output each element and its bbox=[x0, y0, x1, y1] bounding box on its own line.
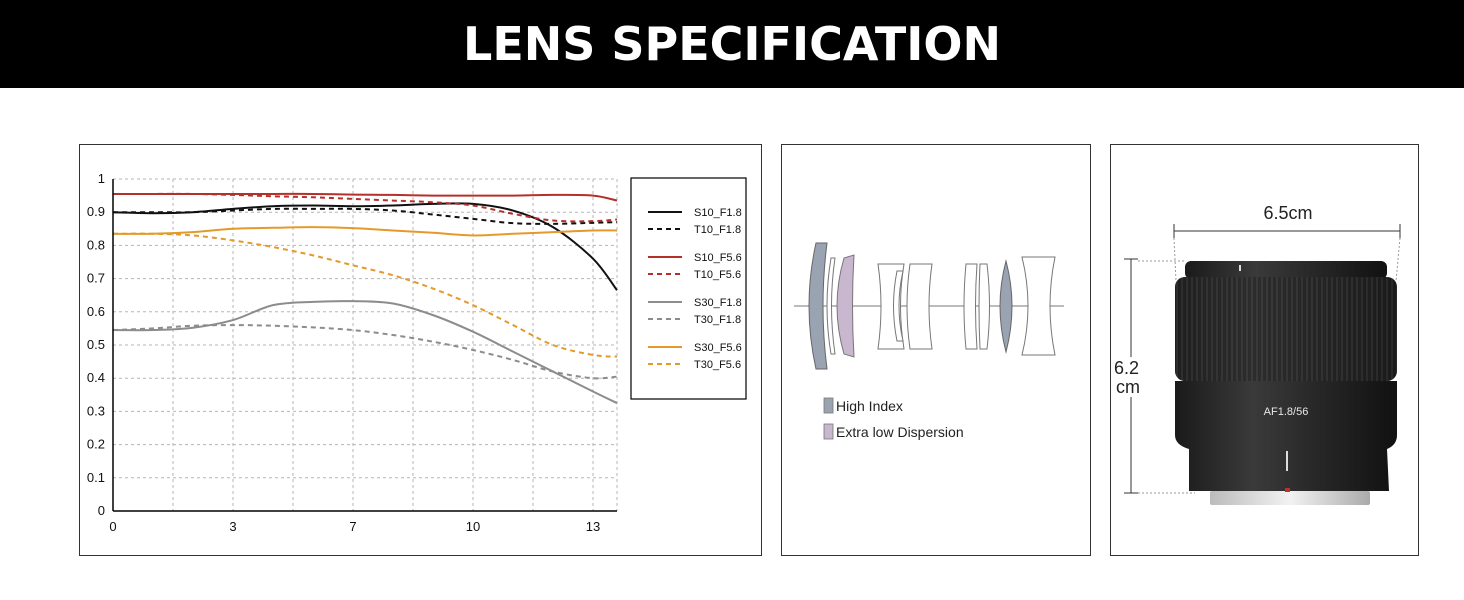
chart-legend: S10_F1.8 T10_F1.8 S10_F5.6 T10_F5.6 S30_F1.8… bbox=[648, 207, 742, 371]
chart-series bbox=[112, 192, 618, 405]
width-dimension-label: 6.5cm bbox=[1263, 203, 1312, 223]
series-line-t30-f5-6 bbox=[112, 232, 618, 358]
y-tick-label: 0.2 bbox=[87, 437, 105, 452]
y-tick-label: 0.4 bbox=[87, 370, 105, 385]
series-line-s10-f1-8 bbox=[112, 202, 618, 291]
y-tick-label: 0.5 bbox=[87, 337, 105, 352]
chart-grid bbox=[113, 178, 618, 511]
mtf-chart-panel: 0 0.1 0.2 0.3 0.4 0.5 0.6 0.7 0.8 0.9 1 0 3 7 10 13 S10… bbox=[79, 144, 762, 556]
y-tick-label: 0.8 bbox=[87, 237, 105, 252]
series-line-s30-f5-6 bbox=[112, 226, 618, 237]
series-line-t30-f1-8 bbox=[112, 324, 618, 380]
lens-product-image bbox=[1175, 261, 1397, 505]
height-dimension-value: 6.2 bbox=[1114, 358, 1139, 378]
lens-element-high-index bbox=[999, 259, 1013, 354]
optical-construction-panel: High Index Extra low Dispersion bbox=[781, 144, 1091, 556]
lens-marking: AF1.8/56 bbox=[1264, 406, 1309, 418]
extra-low-dispersion-swatch bbox=[823, 423, 834, 440]
lens-element-high-index bbox=[808, 242, 828, 370]
x-tick-label: 3 bbox=[229, 519, 236, 534]
extra-low-dispersion-label: Extra low Dispersion bbox=[836, 424, 964, 440]
page-title: LENS SPECIFICATION bbox=[463, 17, 1001, 71]
x-tick-label: 10 bbox=[466, 519, 480, 534]
lens-element-extra-low-dispersion bbox=[836, 254, 855, 358]
chart-tick-labels: 00.10.20.30.40.50.60.70.80.910 3 7 10 13 bbox=[87, 171, 600, 534]
x-tick-label: 13 bbox=[586, 519, 600, 534]
series-line-t10-f1-8 bbox=[113, 207, 618, 225]
height-dimension-unit: cm bbox=[1116, 377, 1140, 397]
x-tick-label: 7 bbox=[349, 519, 356, 534]
y-tick-label: 0.6 bbox=[87, 304, 105, 319]
chart-legend-box bbox=[630, 177, 747, 400]
legend-label: T30_F1.8 bbox=[694, 314, 741, 326]
legend-label: T30_F5.6 bbox=[694, 359, 741, 371]
y-tick-label: 0.9 bbox=[87, 204, 105, 219]
lens-dimensions-panel: 6.5cm 6.2 cm bbox=[1110, 144, 1419, 556]
high-index-label: High Index bbox=[836, 398, 903, 414]
lens-element bbox=[826, 257, 836, 355]
lens-dimension-drawing: 6.5cm 6.2 cm bbox=[1113, 203, 1401, 505]
legend-label: S10_F5.6 bbox=[694, 252, 742, 264]
y-tick-label: 0.7 bbox=[87, 271, 105, 286]
y-tick-label: 1 bbox=[98, 171, 105, 186]
y-tick-label: 0.1 bbox=[87, 470, 105, 485]
lens-element bbox=[893, 270, 904, 342]
header-bar: LENS SPECIFICATION bbox=[0, 0, 1464, 88]
high-index-swatch bbox=[823, 397, 834, 414]
optical-diagram: High Index Extra low Dispersion bbox=[794, 242, 1064, 440]
legend-label: S30_F1.8 bbox=[694, 297, 742, 309]
lens-element bbox=[906, 263, 933, 350]
lens-element bbox=[963, 263, 978, 350]
mtf-chart: 00.10.20.30.40.50.60.70.80.910 3 7 10 13 S10… bbox=[87, 171, 747, 534]
legend-label: T10_F1.8 bbox=[694, 224, 741, 236]
chart-axes bbox=[112, 179, 617, 512]
lens-element bbox=[1021, 256, 1056, 356]
legend-label: T10_F5.6 bbox=[694, 269, 741, 281]
legend-label: S10_F1.8 bbox=[694, 207, 742, 219]
y-tick-label: 0.3 bbox=[87, 403, 105, 418]
legend-label: S30_F5.6 bbox=[694, 342, 742, 354]
series-line-s30-f1-8 bbox=[112, 300, 618, 405]
y-tick-label: 0 bbox=[98, 503, 105, 518]
series-line-t10-f5-6 bbox=[113, 192, 618, 223]
x-tick-label: 0 bbox=[109, 519, 116, 534]
lens-element bbox=[978, 263, 990, 350]
